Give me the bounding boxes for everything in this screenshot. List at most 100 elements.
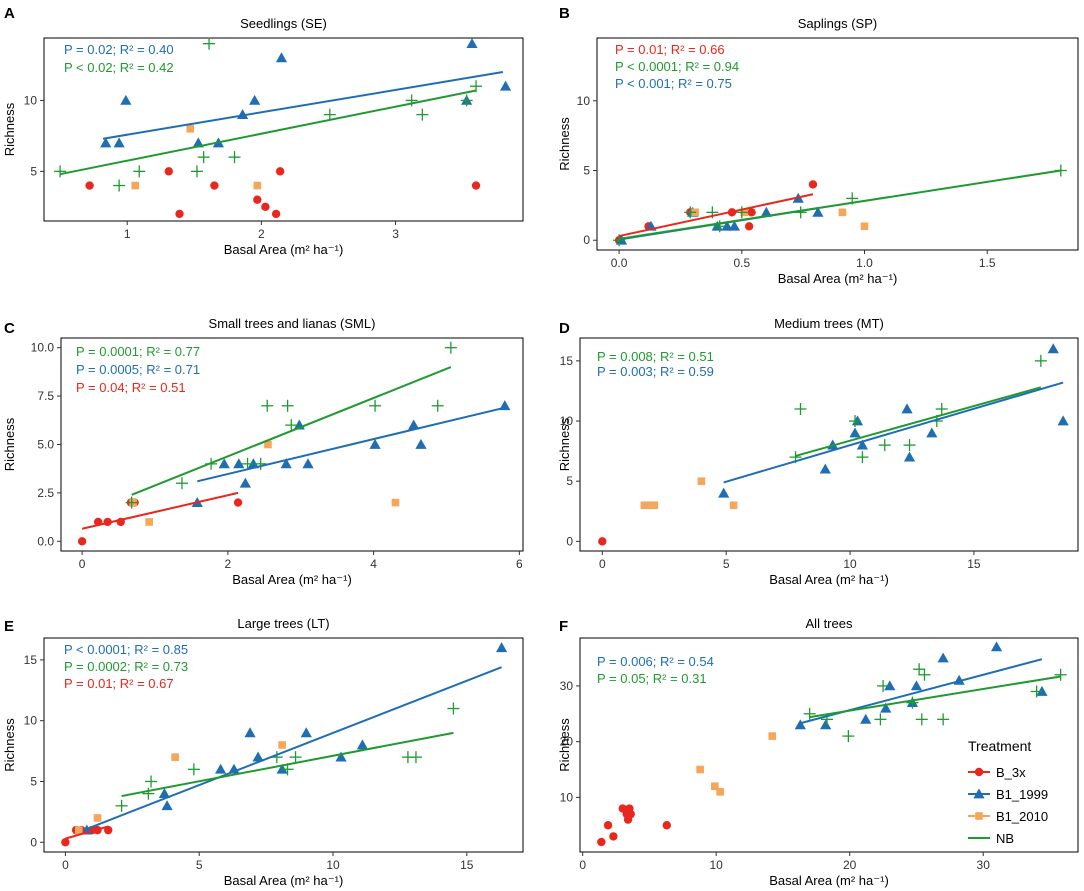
point-nb [145,775,158,788]
point-b1-1999 [499,80,512,91]
point-b1-1999 [161,800,173,811]
x-axis-label: Basal Area (m² ha⁻¹) [769,873,889,888]
point-b1-1999 [239,477,251,488]
x-tick-label: 0 [62,858,69,872]
point-b1-2010 [650,501,659,510]
point-b1-1999 [990,641,1003,652]
point-nb [289,751,302,764]
point-b1-1999 [356,739,369,750]
trendline-b-3x [618,193,814,238]
legend-item-b-3x: B_3x [968,765,1026,780]
point-b1-2010 [145,518,153,526]
point-nb [937,713,950,726]
y-tick-label: 15 [24,653,38,667]
stats-annotation-b1-1999: P < 0.001; R² = 0.75 [615,76,732,91]
panel-title: Large trees (LT) [237,616,329,631]
y-tick-label: 0.0 [37,534,54,548]
point-b-3x [261,202,270,212]
point-b1-2010 [131,181,140,190]
series-b1-2010 [74,741,286,834]
point-nb [877,679,890,692]
x-axis-label: Basal Area (m² ha⁻¹) [769,572,889,587]
x-tick-label: 0 [599,557,606,571]
point-b1-2010 [186,124,195,133]
point-b-3x [253,195,262,204]
point-nb [470,80,483,93]
point-nb [187,763,200,776]
point-b1-1999 [300,727,312,738]
legend-label: NB [996,831,1014,846]
y-tick-label: 10.0 [31,341,55,355]
point-nb [1034,354,1047,367]
point-b1-1999 [335,751,347,762]
series-b-3x [597,804,671,847]
point-nb [133,165,146,178]
point-b-3x [275,167,285,176]
point-nb [918,668,931,681]
legend-swatch-circle [974,767,984,777]
point-b1-1999 [215,763,227,774]
point-b1-2010 [391,498,400,507]
trendline-nb [809,675,1061,719]
y-tick-label: 10 [560,790,574,804]
point-nb [281,399,294,412]
x-tick-label: 15 [460,858,474,872]
series-nb [54,37,483,192]
y-tick-label: 10 [560,414,574,428]
point-b1-2010 [264,440,272,449]
point-nb [285,419,298,432]
trendline-b1-1999 [197,406,506,483]
point-b-3x [597,837,606,847]
point-b1-1999 [280,458,292,469]
x-tick-label: 6 [516,557,523,571]
stats-annotation-nb: P = 0.008; R² = 0.51 [597,349,714,364]
x-tick-label: 0.5 [733,256,750,270]
series-nb [125,341,457,509]
y-axis-label: Richness [2,102,17,156]
point-nb [369,399,382,412]
point-b1-1999 [926,427,938,438]
point-nb [175,477,188,490]
y-tick-label: 0 [30,835,37,849]
point-b1-1999 [120,94,132,105]
point-nb [203,37,216,50]
series-b1-2010 [696,732,777,796]
point-nb [142,787,155,800]
point-nb [794,403,807,415]
x-tick-label: 5 [723,557,730,571]
x-tick-label: 10 [843,557,857,571]
x-axis-label: Basal Area (m² ha⁻¹) [224,242,344,257]
y-tick-label: 10 [24,714,38,728]
point-b1-1999 [466,38,478,49]
y-tick-label: 10 [577,94,591,108]
x-tick-label: 1 [124,227,131,241]
point-b-3x [210,181,219,190]
point-b1-1999 [252,751,264,762]
point-nb [878,439,891,452]
point-nb [447,702,460,715]
point-nb [842,730,855,743]
point-b-3x [175,209,184,219]
x-tick-label: 5 [196,858,203,872]
point-b1-1999 [113,137,125,148]
x-tick-label: 10 [326,858,340,872]
point-nb [228,151,241,164]
y-axis-label: Richness [2,417,17,471]
point-b1-2010 [729,501,738,510]
point-b-3x [662,821,671,830]
point-nb [254,457,267,470]
point-b1-1999 [100,137,112,148]
series-b-3x [85,167,481,219]
point-nb [460,94,473,107]
point-b1-1999 [408,419,420,430]
x-axis-label: Basal Area (m² ha⁻¹) [224,873,344,888]
point-b1-1999 [856,439,869,450]
panel-letter: F [559,618,568,635]
point-nb [913,663,926,676]
stats-annotation-nb: P = 0.0002; R² = 0.73 [64,659,188,674]
trendline-nb [131,366,452,496]
point-b1-1999 [244,727,256,738]
point-b-3x [164,167,173,176]
x-tick-label: 1.0 [856,256,873,270]
point-nb [849,415,862,428]
